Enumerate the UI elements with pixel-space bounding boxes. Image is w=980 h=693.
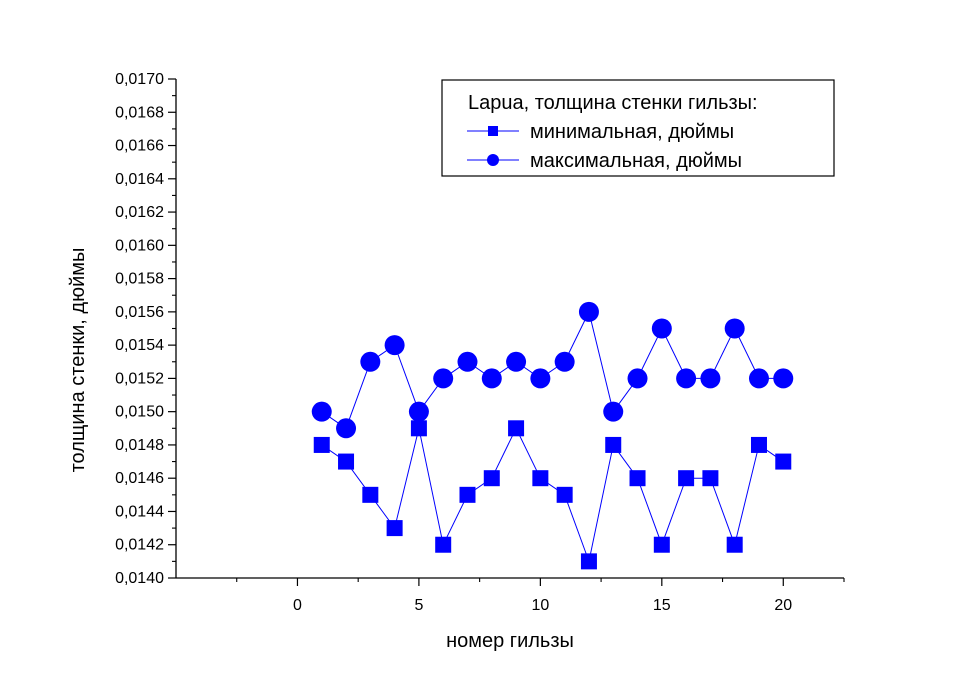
y-tick-label: 0,0142 xyxy=(115,537,164,554)
data-point-circle xyxy=(554,351,575,372)
x-tick-label: 0 xyxy=(293,597,302,614)
y-axis-title: толщина стенки, дюймы xyxy=(67,248,89,473)
legend-entries: минимальная, дюймы максимальная, дюймы xyxy=(467,121,742,172)
x-tick-label: 5 xyxy=(414,597,423,614)
data-point-square xyxy=(338,453,355,470)
y-tick-label: 0,0170 xyxy=(115,71,164,88)
y-tick-label: 0,0152 xyxy=(115,370,164,387)
legend-label: минимальная, дюймы xyxy=(530,121,734,143)
y-tick-label: 0,0154 xyxy=(115,337,164,354)
data-point-square xyxy=(775,453,792,470)
data-point-circle xyxy=(627,368,648,389)
x-tick-label: 20 xyxy=(774,597,792,614)
y-tick-label: 0,0146 xyxy=(115,470,164,487)
data-point-square xyxy=(459,486,476,503)
data-point-circle xyxy=(724,318,745,339)
data-point-circle xyxy=(700,368,721,389)
x-axis-ticks: 0 5 10 15 20 xyxy=(236,578,845,614)
legend-marker-square xyxy=(488,126,498,136)
data-point-circle xyxy=(433,368,454,389)
series-2 xyxy=(311,301,794,439)
x-tick-label: 10 xyxy=(531,597,549,614)
data-point-square xyxy=(410,420,427,437)
legend: Lapua, толщина стенки гильзы: минимальна… xyxy=(441,79,835,177)
data-point-square xyxy=(750,436,767,453)
data-point-circle xyxy=(506,351,527,372)
data-point-circle xyxy=(408,401,429,422)
y-tick-label: 0,0160 xyxy=(115,237,164,254)
data-point-square xyxy=(580,553,597,570)
data-point-circle xyxy=(530,368,551,389)
x-axis-title: номер гильзы xyxy=(446,630,574,652)
data-point-square xyxy=(653,536,670,553)
x-tick-label: 15 xyxy=(653,597,671,614)
y-tick-label: 0,0166 xyxy=(115,138,164,155)
series-line xyxy=(321,427,784,564)
legend-marker-circle xyxy=(487,154,499,166)
y-tick-label: 0,0158 xyxy=(115,271,164,288)
data-point-circle xyxy=(457,351,478,372)
data-point-circle xyxy=(578,301,599,322)
data-point-circle xyxy=(384,335,405,356)
legend-title: Lapua, толщина стенки гильзы: xyxy=(468,92,758,114)
y-tick-label: 0,0168 xyxy=(115,104,164,121)
y-axis-ticks: 0,0140 0,0142 0,0144 0,0146 0,0148 0,0150 0,01… xyxy=(115,71,176,587)
y-tick-label: 0,0140 xyxy=(115,570,164,587)
y-tick-label: 0,0150 xyxy=(115,404,164,421)
data-point-square xyxy=(605,436,622,453)
data-point-square xyxy=(726,536,743,553)
data-point-circle xyxy=(603,401,624,422)
data-point-square xyxy=(532,470,549,487)
y-tick-label: 0,0156 xyxy=(115,304,164,321)
data-point-square xyxy=(483,470,500,487)
data-point-square xyxy=(313,436,330,453)
plot-area xyxy=(311,301,794,570)
data-point-circle xyxy=(651,318,672,339)
y-tick-label: 0,0148 xyxy=(115,437,164,454)
data-point-circle xyxy=(773,368,794,389)
data-point-square xyxy=(386,520,403,537)
data-point-circle xyxy=(748,368,769,389)
data-point-square xyxy=(508,420,525,437)
y-tick-label: 0,0162 xyxy=(115,204,164,221)
series-1 xyxy=(313,420,792,570)
y-tick-label: 0,0164 xyxy=(115,171,164,188)
data-point-circle xyxy=(481,368,502,389)
legend-label: максимальная, дюймы xyxy=(530,150,742,172)
data-point-square xyxy=(702,470,719,487)
data-point-square xyxy=(556,486,573,503)
data-point-circle xyxy=(311,401,332,422)
data-point-square xyxy=(629,470,646,487)
data-point-square xyxy=(362,486,379,503)
data-point-square xyxy=(435,536,452,553)
data-point-circle xyxy=(676,368,697,389)
y-tick-label: 0,0144 xyxy=(115,503,164,520)
data-point-circle xyxy=(360,351,381,372)
data-point-square xyxy=(678,470,695,487)
data-point-circle xyxy=(336,418,357,439)
